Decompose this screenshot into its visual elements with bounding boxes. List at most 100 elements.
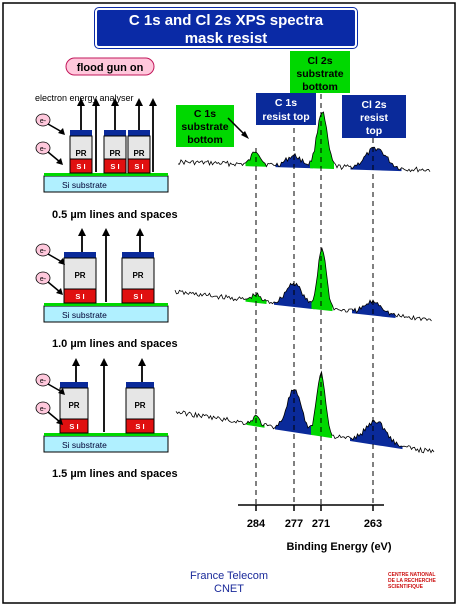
substrate-surface <box>44 433 168 436</box>
peak-area <box>350 147 402 172</box>
spectrum-trace <box>177 111 431 173</box>
cl2s-top-line-2: resist <box>360 112 389 124</box>
si-block <box>69 158 93 174</box>
c1s-bottom-line-1: C 1s <box>194 108 216 120</box>
axis-tick-label: 271 <box>312 518 330 530</box>
arrow-head <box>77 98 85 106</box>
si-label: S I <box>110 162 119 171</box>
pr-block <box>59 387 89 420</box>
c1s-top-line-1: C 1s <box>275 97 297 109</box>
pr-label: PR <box>75 149 86 158</box>
panel-caption: 0.5 µm lines and spaces <box>52 209 178 221</box>
arrow-head <box>72 358 80 366</box>
arrow-head <box>100 358 108 366</box>
resist-top-layer <box>128 130 150 136</box>
flood-electron: e- <box>35 401 63 425</box>
resist-top-layer <box>122 252 154 258</box>
electron-symbol: e- <box>40 248 47 255</box>
resist-line-1: PR S I <box>63 228 97 304</box>
axis-tick-label: 277 <box>285 518 303 530</box>
pr-label: PR <box>132 271 143 280</box>
schematic-panel-1: Si substrate PR S I PR S I PR S I e-e- 0.5 µm li… <box>35 98 178 221</box>
axis-tick-label: 284 <box>247 518 266 530</box>
flood-gun-badge: flood gun on <box>65 57 155 76</box>
peak-label-c1s-top: C 1s resist top <box>256 93 316 125</box>
axis-ticks: 284 277 271 263 <box>247 505 382 530</box>
arrow-head <box>92 98 100 106</box>
electron-symbol: e- <box>40 118 47 125</box>
substrate-label: Si substrate <box>62 310 107 320</box>
resist-top-layer <box>64 252 96 258</box>
electron-symbol: e- <box>40 276 47 283</box>
peak-area <box>275 153 313 169</box>
cl2s-bottom-line-3: bottom <box>302 81 338 93</box>
si-block <box>121 288 155 304</box>
si-label: S I <box>76 162 85 171</box>
title-line-2: mask resist <box>184 30 268 47</box>
arrow-head <box>111 98 119 106</box>
pr-block <box>121 257 155 290</box>
pr-label: PR <box>74 271 85 280</box>
pr-label: PR <box>134 401 145 410</box>
schematic-panel-2: Si substrate PR S I PR S I e-e- 1.0 µm lines a… <box>35 228 178 350</box>
flood-electron: e- <box>35 113 65 135</box>
peak-area <box>352 300 396 319</box>
substrate-label: Si substrate <box>62 440 107 450</box>
si-block <box>63 288 97 304</box>
c1s-top-line-2: resist top <box>262 111 309 123</box>
logo-line-3: SCIENTIFIQUE <box>388 584 424 590</box>
electron-symbol: e- <box>40 406 47 413</box>
substrate-surface <box>44 303 168 306</box>
cl2s-top-line-3: top <box>366 125 382 137</box>
peak-area <box>311 371 332 439</box>
flood-electron: e- <box>35 373 65 395</box>
resist-line-2: PR S I <box>125 358 155 434</box>
peak-area <box>274 283 315 310</box>
pr-label: PR <box>133 149 144 158</box>
resist-top-layer <box>70 130 92 136</box>
cl2s-bottom-line-2: substrate <box>296 68 343 80</box>
pr-block <box>125 387 155 420</box>
si-block <box>125 418 155 434</box>
spectrum-2 <box>174 247 432 322</box>
electron-symbol: e- <box>40 146 47 153</box>
cl2s-bottom-line-1: Cl 2s <box>307 55 332 67</box>
peak-area <box>350 420 403 450</box>
arrow-head <box>102 228 110 236</box>
peak-label-cl2s-bottom: Cl 2s substrate bottom <box>290 51 350 93</box>
pr-label: PR <box>68 401 79 410</box>
axis-label: Binding Energy (eV) <box>286 541 391 553</box>
panel-caption: 1.5 µm lines and spaces <box>52 468 178 480</box>
resist-line-2: PR S I <box>121 228 155 304</box>
cl2s-top-line-1: Cl 2s <box>361 99 386 111</box>
substrate-surface <box>44 173 168 176</box>
pr-label: PR <box>109 149 120 158</box>
cnrs-logo: CENTRE NATIONAL DE LA RECHERCHE SCIENTIF… <box>388 572 437 590</box>
schematic-panel-3: Si substrate PR S I PR S I e-e- 1.5 µm lines a… <box>35 358 178 480</box>
c1s-bottom-pointer-head <box>241 131 249 139</box>
c1s-bottom-line-2: substrate <box>181 121 228 133</box>
electron-symbol: e- <box>40 378 47 385</box>
flood-electron: e- <box>35 141 63 165</box>
resist-line-2: PR S I <box>103 98 127 174</box>
si-block <box>59 418 89 434</box>
resist-line-1: PR S I <box>69 98 93 174</box>
si-label: S I <box>134 162 143 171</box>
sample-schematics: Si substrate PR S I PR S I PR S I e-e- 0.5 µm li… <box>35 98 178 480</box>
spectrum-trace <box>174 247 432 322</box>
panel-caption: 1.0 µm lines and spaces <box>52 338 178 350</box>
peak-label-c1s-bottom: C 1s substrate bottom <box>176 105 234 147</box>
footer-line-1: France Telecom <box>190 570 268 582</box>
resist-top-layer <box>126 382 154 388</box>
si-label: S I <box>69 422 78 431</box>
peak-area <box>245 293 267 304</box>
arrow-head <box>136 228 144 236</box>
arrow-head <box>78 228 86 236</box>
arrow-head <box>135 98 143 106</box>
arrow-head <box>138 358 146 366</box>
title-line-1: C 1s and Cl 2s XPS spectra <box>128 12 324 29</box>
si-block <box>103 158 127 174</box>
